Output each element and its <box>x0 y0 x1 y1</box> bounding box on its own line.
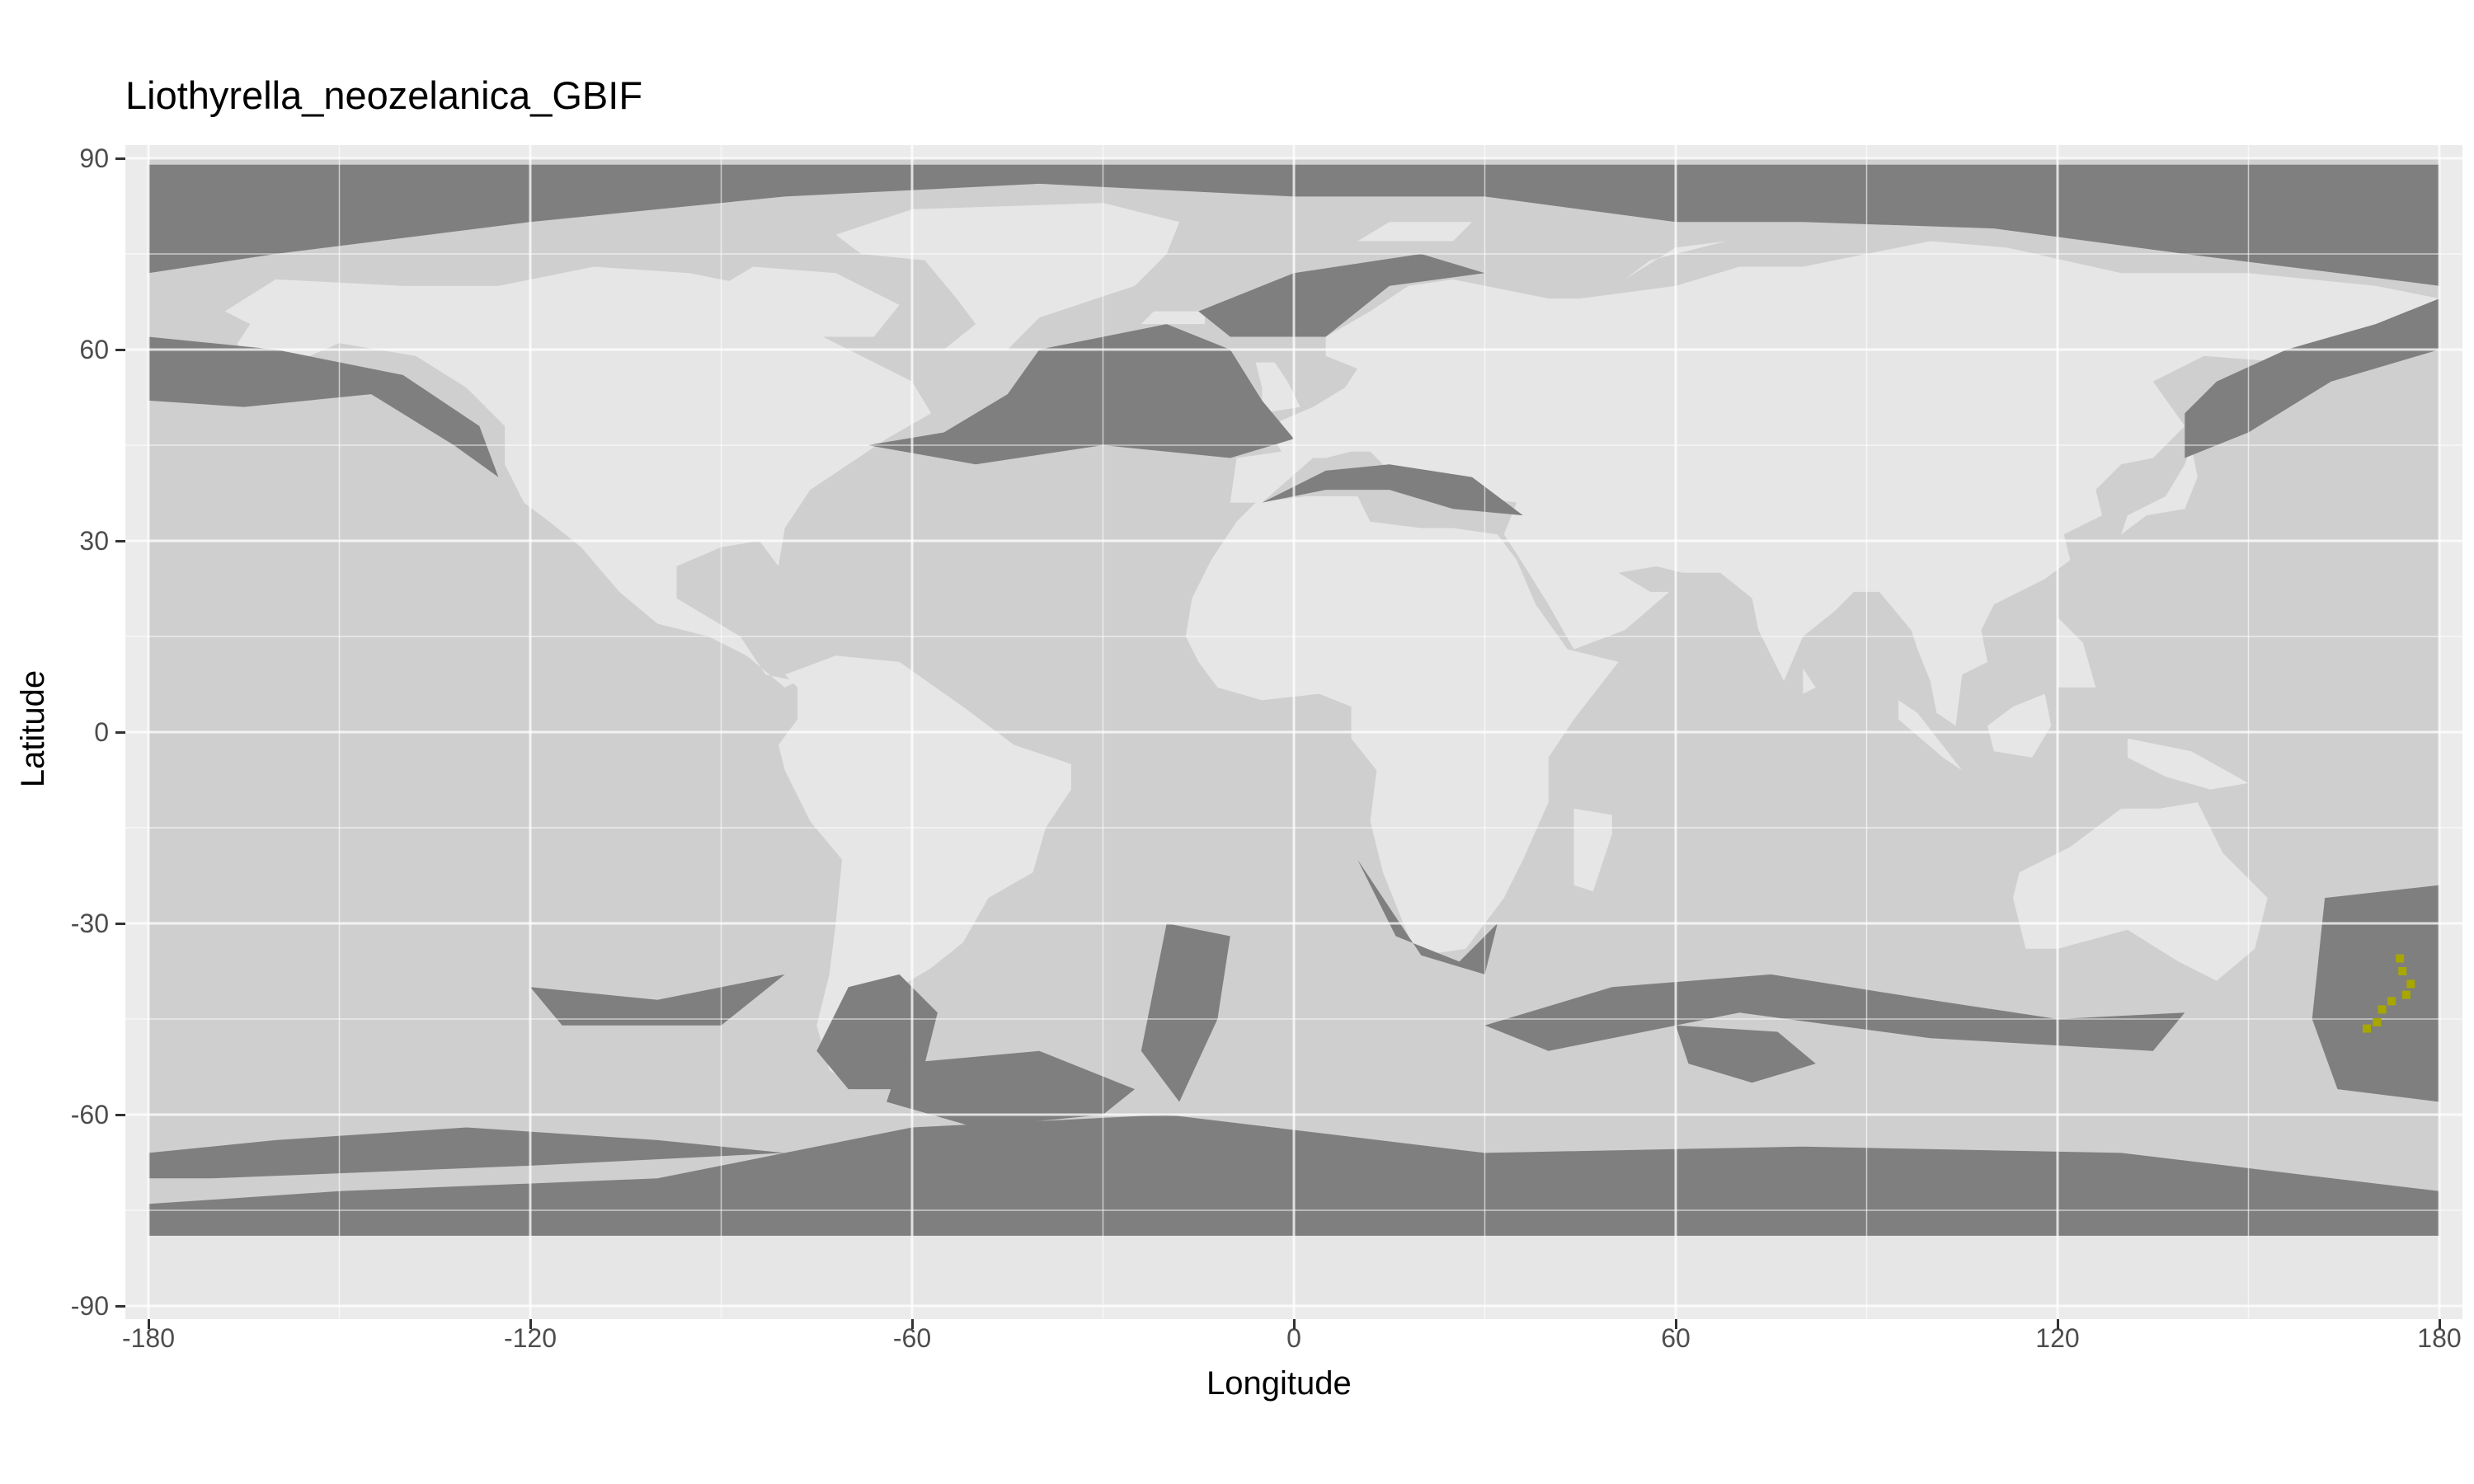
occurrence-point <box>2373 1017 2382 1026</box>
x-tick-label: 120 <box>2035 1323 2080 1353</box>
scotia-arc-habitat <box>887 1050 1136 1128</box>
occurrence-point <box>2378 1005 2387 1014</box>
occurrence-point <box>2363 1024 2372 1033</box>
x-tick-label: -180 <box>121 1323 176 1353</box>
y-tick-mark <box>115 922 125 925</box>
x-tick-mark <box>147 1319 150 1329</box>
north-america-land <box>224 266 932 688</box>
occurrence-point <box>2396 954 2405 963</box>
y-tick-label: 0 <box>94 717 109 747</box>
japan-land <box>2121 445 2198 535</box>
madagascar-land <box>1573 808 1612 892</box>
mediterranean-habitat <box>1262 464 1523 516</box>
south-america-land <box>778 655 1071 1083</box>
new-zealand-habitat <box>2312 885 2439 1102</box>
iceland-land <box>1141 311 1205 325</box>
y-tick-mark <box>115 1113 125 1116</box>
x-tick-mark <box>1292 1319 1296 1329</box>
australia-land <box>2013 802 2268 981</box>
south-atlantic-ridge <box>1141 923 1230 1102</box>
x-tick-mark <box>2438 1319 2441 1329</box>
y-tick-label: -60 <box>70 1100 109 1129</box>
north-atlantic-habitat <box>868 324 1294 465</box>
eurasia-land <box>1230 241 2439 726</box>
x-axis-title: Longitude <box>1206 1365 1352 1402</box>
borneo-land <box>1987 693 2052 758</box>
y-tick-label: 90 <box>79 143 109 173</box>
x-tick-label: 0 <box>1286 1323 1301 1353</box>
occurrence-point <box>2387 997 2396 1006</box>
occurrence-points <box>2363 954 2415 1033</box>
x-tick-label: -60 <box>892 1323 932 1353</box>
patagonia-shelf-habitat <box>816 974 938 1090</box>
baffin-land <box>721 266 900 337</box>
sumatra-land <box>1898 700 1963 771</box>
y-tick-mark <box>115 157 125 160</box>
occurrence-point <box>2398 967 2407 975</box>
south-african-shelf <box>1357 859 1498 974</box>
britain-land <box>1255 362 1300 414</box>
philippines-land <box>2058 617 2096 688</box>
occurrence-point <box>2406 979 2415 989</box>
y-tick-label: 60 <box>79 335 109 364</box>
x-tick-mark <box>910 1319 914 1329</box>
y-tick-mark <box>115 539 125 542</box>
kerguelen-habitat <box>1676 1025 1816 1083</box>
greenland-land <box>835 203 1180 350</box>
x-tick-mark <box>2056 1319 2059 1329</box>
y-axis-title: Latitude <box>15 669 51 788</box>
west-antarctic-habitat <box>148 1127 785 1179</box>
southern-indian-ridge <box>1484 974 2185 1051</box>
north-pacific-habitat <box>148 336 499 477</box>
map-panel <box>125 145 2462 1319</box>
occurrence-point <box>2401 990 2411 999</box>
y-tick-label: 30 <box>79 526 109 556</box>
plot-title: Liothyrella_neozelanica_GBIF <box>125 73 643 117</box>
sri-lanka-land <box>1803 668 1816 694</box>
x-tick-mark <box>1674 1319 1677 1329</box>
y-tick-mark <box>115 1304 125 1308</box>
y-tick-mark <box>115 348 125 351</box>
x-tick-mark <box>529 1319 532 1329</box>
y-tick-label: -30 <box>70 909 109 938</box>
x-tick-label: 60 <box>1661 1323 1691 1353</box>
new-guinea-land <box>2127 738 2249 790</box>
x-tick-label: -120 <box>503 1323 557 1353</box>
norwegian-sea-habitat <box>1198 254 1485 337</box>
grid-lines <box>125 145 2462 1319</box>
svalbard-land <box>1357 222 1473 242</box>
y-tick-label: -90 <box>70 1291 109 1321</box>
x-tick-label: 180 <box>2417 1323 2462 1353</box>
y-tick-mark <box>115 730 125 734</box>
